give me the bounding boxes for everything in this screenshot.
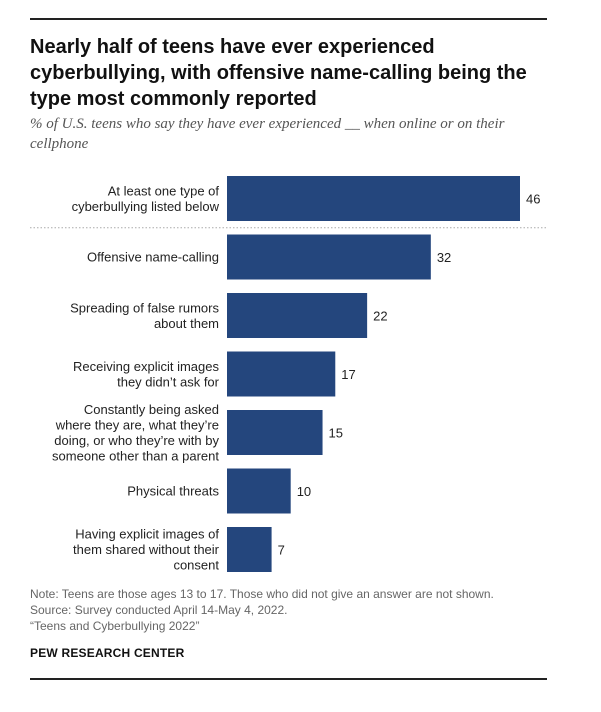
chart-subtitle: % of U.S. teens who say they have ever e… bbox=[30, 116, 505, 152]
org-name: PEW RESEARCH CENTER bbox=[30, 646, 185, 660]
value-label-2: 22 bbox=[373, 309, 387, 324]
category-label-4: Constantly being asked where they are, wh… bbox=[52, 402, 219, 464]
category-label-5: Physical threats bbox=[127, 484, 219, 499]
bar-2 bbox=[227, 293, 368, 338]
bar-5 bbox=[227, 468, 291, 514]
source-text: Source: Survey conducted April 14-May 4,… bbox=[30, 603, 288, 617]
value-label-4: 15 bbox=[329, 426, 343, 441]
note-text: Note: Teens are those ages 13 to 17. Tho… bbox=[30, 587, 494, 601]
value-label-0: 46 bbox=[526, 192, 540, 207]
bottom-rule bbox=[30, 678, 547, 680]
bar-4 bbox=[227, 410, 323, 455]
category-label-2: Spreading of false rumors about them bbox=[70, 300, 219, 331]
value-label-1: 32 bbox=[437, 250, 451, 265]
chart-title: Nearly half of teens have ever experienc… bbox=[30, 36, 527, 110]
chart-notes: Note: Teens are those ages 13 to 17. Tho… bbox=[30, 586, 560, 634]
report-title: “Teens and Cyberbullying 2022” bbox=[30, 619, 200, 633]
value-label-5: 10 bbox=[297, 484, 311, 499]
value-label-6: 7 bbox=[278, 543, 285, 558]
category-label-3: Receiving explicit images they didn’t ask… bbox=[73, 359, 220, 390]
bar-6 bbox=[227, 527, 272, 572]
bar-chart: 46 At least one type of cyberbullying list… bbox=[30, 176, 547, 573]
bar-0 bbox=[227, 176, 520, 221]
category-label-0: At least one type of cyberbullying listed… bbox=[72, 183, 220, 214]
category-label-1: Offensive name-calling bbox=[87, 250, 219, 265]
value-label-3: 17 bbox=[341, 367, 355, 382]
top-rule bbox=[30, 18, 547, 20]
bar-1 bbox=[227, 234, 431, 280]
bar-3 bbox=[227, 351, 336, 397]
category-label-6: Having explicit images of them shared wit… bbox=[73, 527, 220, 573]
